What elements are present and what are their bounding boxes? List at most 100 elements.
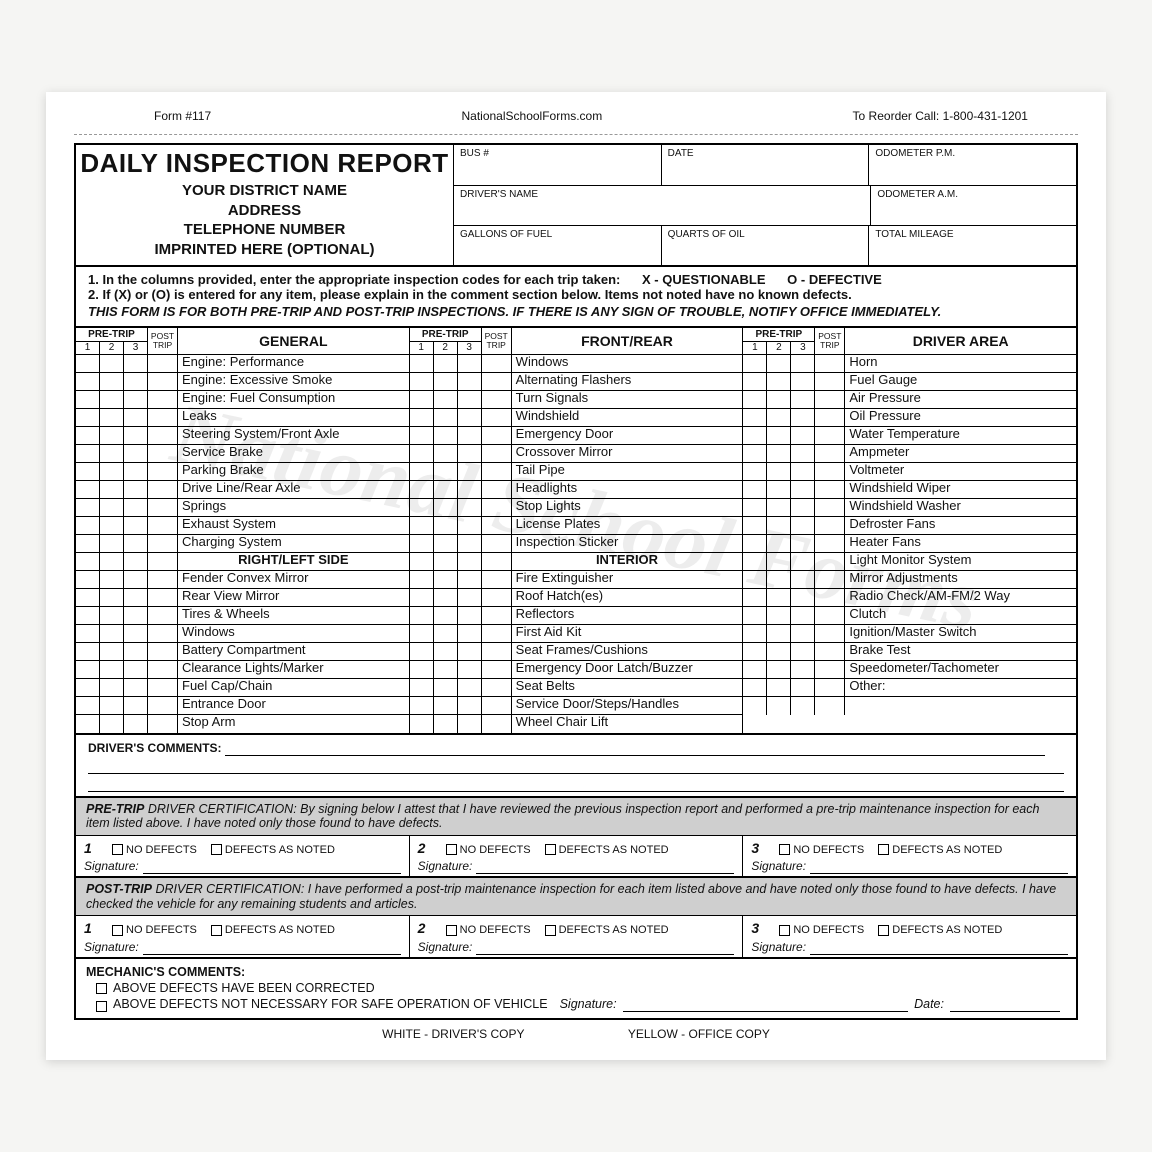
mech-check-1[interactable]: [96, 983, 107, 994]
defects-noted-check[interactable]: [545, 844, 556, 855]
inspection-table: PRE-TRIP 123 POSTTRIP GENERAL Engine: Pe…: [74, 328, 1078, 735]
field-date[interactable]: DATE: [662, 145, 870, 184]
inspection-row: Springs: [76, 499, 409, 517]
sig-cell: 2NO DEFECTSDEFECTS AS NOTEDSignature:: [410, 916, 744, 957]
instruction-3: THIS FORM IS FOR BOTH PRE-TRIP AND POST-…: [88, 305, 1064, 320]
mech-date-label: Date:: [914, 997, 944, 1011]
inspection-row: Wheel Chair Lift: [410, 715, 743, 733]
inspection-row: Ampmeter: [743, 445, 1076, 463]
inspection-row: Alternating Flashers: [410, 373, 743, 391]
pre-trip-label: PRE-TRIP: [76, 328, 147, 343]
inspection-row: Horn: [743, 355, 1076, 373]
field-fuel[interactable]: GALLONS OF FUEL: [454, 226, 662, 265]
inspection-row: First Aid Kit: [410, 625, 743, 643]
inspection-row: Windshield: [410, 409, 743, 427]
defects-noted-check[interactable]: [878, 844, 889, 855]
cat-general: GENERAL: [178, 328, 409, 354]
pretrip-title: PRE-TRIP: [86, 802, 144, 816]
mech-sig-label: Signature:: [560, 997, 617, 1011]
inspection-row: Exhaust System: [76, 517, 409, 535]
inspection-row: Brake Test: [743, 643, 1076, 661]
inspection-row: [743, 697, 1076, 715]
signature-line[interactable]: [143, 860, 401, 874]
signature-line[interactable]: [143, 941, 401, 955]
inspection-row: Speedometer/Tachometer: [743, 661, 1076, 679]
inspection-row: Reflectors: [410, 607, 743, 625]
inspection-row: Heater Fans: [743, 535, 1076, 553]
field-driver[interactable]: DRIVER'S NAME: [454, 186, 871, 225]
no-defects-check[interactable]: [446, 925, 457, 936]
reorder-phone: To Reorder Call: 1-800-431-1201: [853, 110, 1028, 124]
header-grid: DAILY INSPECTION REPORT YOUR DISTRICT NA…: [74, 143, 1078, 267]
inspection-row: Stop Lights: [410, 499, 743, 517]
code-o: O - DEFECTIVE: [787, 273, 882, 288]
signature-line[interactable]: [476, 941, 734, 955]
defects-noted-check[interactable]: [545, 925, 556, 936]
signature-line[interactable]: [476, 860, 734, 874]
inspection-row: Ignition/Master Switch: [743, 625, 1076, 643]
mech-line-1: ABOVE DEFECTS HAVE BEEN CORRECTED: [113, 981, 375, 995]
inspection-row: Windshield Wiper: [743, 481, 1076, 499]
no-defects-check[interactable]: [112, 844, 123, 855]
comment-line-2[interactable]: [88, 756, 1064, 774]
mech-date-line[interactable]: [950, 998, 1060, 1012]
signature-line[interactable]: [810, 941, 1068, 955]
signature-line[interactable]: [810, 860, 1068, 874]
inspection-row: Roof Hatch(es): [410, 589, 743, 607]
no-defects-check[interactable]: [112, 925, 123, 936]
sig-cell: 2NO DEFECTSDEFECTS AS NOTEDSignature:: [410, 836, 744, 877]
field-oil[interactable]: QUARTS OF OIL: [662, 226, 870, 265]
defects-noted-check[interactable]: [211, 925, 222, 936]
inspection-row: Clutch: [743, 607, 1076, 625]
inspection-row: Tires & Wheels: [76, 607, 409, 625]
mech-sig-line[interactable]: [623, 998, 909, 1012]
inspection-row: Fuel Cap/Chain: [76, 679, 409, 697]
comments-label: DRIVER'S COMMENTS:: [88, 742, 222, 756]
phone: TELEPHONE NUMBER: [80, 220, 449, 240]
no-defects-check[interactable]: [446, 844, 457, 855]
driver-comments: DRIVER'S COMMENTS:: [74, 735, 1078, 798]
inspection-row: Leaks: [76, 409, 409, 427]
sig-cell: 3NO DEFECTSDEFECTS AS NOTEDSignature:: [743, 916, 1076, 957]
sig-cell: 1NO DEFECTSDEFECTS AS NOTEDSignature:: [76, 916, 410, 957]
sig-cell: 1NO DEFECTSDEFECTS AS NOTEDSignature:: [76, 836, 410, 877]
site-name: NationalSchoolForms.com: [461, 110, 602, 124]
field-odo-pm[interactable]: ODOMETER P.M.: [869, 145, 1076, 184]
field-mileage[interactable]: TOTAL MILEAGE: [869, 226, 1076, 265]
inspection-row: INTERIOR: [410, 553, 743, 571]
comment-line-3[interactable]: [88, 774, 1064, 792]
no-defects-check[interactable]: [779, 844, 790, 855]
no-defects-check[interactable]: [779, 925, 790, 936]
perforation-line: [74, 134, 1078, 135]
inspection-row: Inspection Sticker: [410, 535, 743, 553]
inspection-row: Rear View Mirror: [76, 589, 409, 607]
inspection-row: Clearance Lights/Marker: [76, 661, 409, 679]
inspection-row: Voltmeter: [743, 463, 1076, 481]
inspection-row: Entrance Door: [76, 697, 409, 715]
inspection-row: Engine: Fuel Consumption: [76, 391, 409, 409]
field-bus[interactable]: BUS #: [454, 145, 662, 184]
col-frontrear: PRE-TRIP 123 POSTTRIP FRONT/REAR Windows…: [409, 328, 743, 733]
defects-noted-check[interactable]: [878, 925, 889, 936]
mech-title: MECHANIC'S COMMENTS:: [86, 965, 245, 979]
mech-check-2[interactable]: [96, 1001, 107, 1012]
inspection-row: Light Monitor System: [743, 553, 1076, 571]
inspection-row: Emergency Door: [410, 427, 743, 445]
inspection-row: Service Brake: [76, 445, 409, 463]
inspection-row: Service Door/Steps/Handles: [410, 697, 743, 715]
form-page: National School Forms Form #117 National…: [46, 92, 1106, 1059]
comment-line-1[interactable]: [225, 742, 1045, 756]
inspection-row: Air Pressure: [743, 391, 1076, 409]
mech-line-2: ABOVE DEFECTS NOT NECESSARY FOR SAFE OPE…: [113, 997, 548, 1011]
form-title: DAILY INSPECTION REPORT: [80, 149, 449, 179]
inspection-row: Seat Frames/Cushions: [410, 643, 743, 661]
inspection-row: Radio Check/AM-FM/2 Way: [743, 589, 1076, 607]
inspection-row: Steering System/Front Axle: [76, 427, 409, 445]
field-odo-am[interactable]: ODOMETER A.M.: [871, 186, 1076, 225]
inspection-row: Windows: [410, 355, 743, 373]
inspection-row: Seat Belts: [410, 679, 743, 697]
instruction-1: 1. In the columns provided, enter the ap…: [88, 272, 620, 287]
imprint-note: IMPRINTED HERE (OPTIONAL): [80, 240, 449, 260]
defects-noted-check[interactable]: [211, 844, 222, 855]
inspection-row: Charging System: [76, 535, 409, 553]
